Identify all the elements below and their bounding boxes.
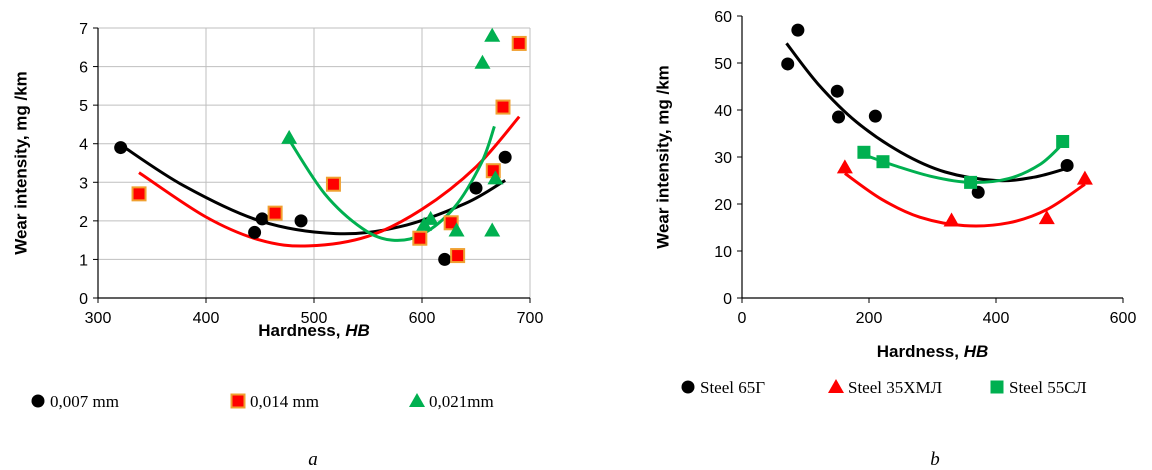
data-point-b-series-3 (857, 145, 871, 159)
y-tick-label: 4 (79, 137, 88, 154)
y-tick-label: 7 (79, 21, 88, 38)
legend-label-1: Steel 65Г (700, 378, 765, 397)
y-tick-label: 60 (714, 9, 732, 26)
panel-label: b (930, 449, 940, 470)
data-point-a-series-3 (422, 210, 439, 225)
legend-label-3: Steel 55СЛ (1009, 378, 1087, 397)
y-tick-label: 0 (79, 291, 88, 308)
data-point-b-series-1 (971, 185, 985, 199)
data-point-b-series-1 (830, 84, 844, 98)
data-point-a-series-3 (484, 27, 501, 42)
data-point-a-series-1 (255, 212, 269, 226)
legend-marker-3 (990, 380, 1004, 394)
y-tick-label: 5 (79, 98, 88, 115)
y-tick-label: 0 (723, 291, 732, 308)
data-point-a-series-3 (474, 54, 491, 69)
data-point-a-series-2 (495, 99, 511, 115)
legend-label-1: 0,007 mm (50, 392, 119, 411)
panel-label: a (308, 449, 318, 470)
x-tick-label: 600 (1110, 310, 1137, 327)
y-axis-title: Wear intensity, mg /km (653, 65, 672, 249)
data-point-b-series-1 (781, 57, 795, 71)
data-point-a-series-2 (131, 186, 147, 202)
data-point-a-series-1 (248, 225, 262, 239)
data-point-a-series-2 (267, 205, 283, 221)
data-point-b-series-2 (943, 212, 960, 227)
trendline-b-series-2 (844, 172, 1086, 228)
x-tick-label: 300 (85, 310, 112, 327)
data-point-b-series-2 (836, 159, 853, 174)
data-point-a-series-2 (450, 248, 466, 264)
x-tick-label: 200 (856, 310, 883, 327)
trendline-a-series-2 (138, 115, 521, 248)
data-point-b-series-3 (1056, 134, 1070, 148)
data-point-b-series-2 (1038, 210, 1055, 225)
data-point-b-series-1 (791, 23, 805, 37)
data-point-b-series-2 (1076, 170, 1093, 185)
y-tick-label: 10 (714, 244, 732, 261)
data-point-a-series-2 (325, 176, 341, 192)
x-tick-label: 700 (517, 310, 544, 327)
data-point-a-series-1 (469, 181, 483, 195)
y-tick-label: 50 (714, 56, 732, 73)
y-tick-label: 3 (79, 175, 88, 192)
x-tick-label: 500 (301, 310, 328, 327)
data-point-a-series-3 (281, 129, 298, 144)
y-tick-label: 40 (714, 103, 732, 120)
x-tick-label: 600 (409, 310, 436, 327)
data-point-a-series-1 (498, 150, 512, 164)
trendline-b-series-1 (785, 42, 1068, 183)
data-point-b-series-1 (1060, 158, 1074, 172)
legend-marker-2 (828, 379, 844, 393)
data-point-a-series-2 (443, 215, 459, 231)
data-point-a-series-1 (114, 141, 128, 155)
chart-panel-a: 0 1 2 3 4 5 6 7 300 400 500 600 700 Wear intensity, m… (11, 21, 543, 470)
data-point-a-series-1 (294, 214, 308, 228)
legend-marker-2 (230, 393, 246, 409)
legend-marker-1 (681, 380, 695, 394)
legend-label-2: 0,014 mm (250, 392, 319, 411)
trendline-a-series-1 (120, 144, 506, 236)
data-point-a-series-3 (484, 222, 501, 237)
data-point-a-series-3 (487, 170, 504, 185)
y-tick-label: 2 (79, 214, 88, 231)
data-point-b-series-3 (964, 175, 978, 189)
y-tick-label: 20 (714, 197, 732, 214)
y-tick-label: 6 (79, 60, 88, 77)
data-point-a-series-2 (412, 230, 428, 246)
x-tick-label: 0 (738, 310, 747, 327)
x-axis-title: Hardness, HB (258, 321, 370, 340)
data-point-b-series-1 (832, 110, 846, 124)
data-point-a-series-3 (448, 222, 465, 237)
x-axis-title: Hardness, HB (877, 342, 989, 361)
y-tick-label: 1 (79, 252, 88, 269)
x-tick-label: 400 (193, 310, 220, 327)
legend-label-3: 0,021mm (429, 392, 494, 411)
legend-label-2: Steel 35ХМЛ (848, 378, 943, 397)
trendline-a-series-3 (287, 125, 496, 242)
y-axis-title: Wear intensity, mg /km (11, 71, 30, 255)
y-tick-label: 30 (714, 150, 732, 167)
data-point-b-series-3 (876, 155, 890, 169)
data-point-a-series-1 (438, 252, 452, 266)
data-point-b-series-1 (868, 109, 882, 123)
x-tick-label: 400 (983, 310, 1010, 327)
legend-marker-3 (409, 393, 425, 407)
legend-marker-1 (31, 394, 45, 408)
data-point-a-series-2 (511, 35, 527, 51)
